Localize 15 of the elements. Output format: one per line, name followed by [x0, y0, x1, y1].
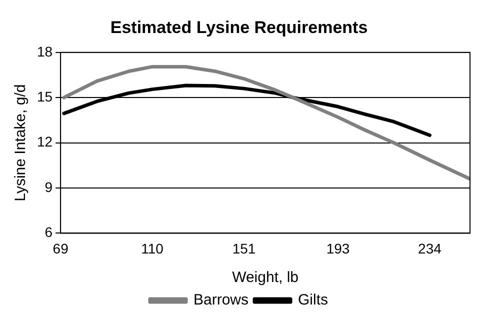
- y-tick-label: 12: [36, 134, 53, 150]
- legend-label: Barrows: [193, 292, 249, 309]
- chart-title: Estimated Lysine Requirements: [110, 18, 368, 37]
- y-tick-label: 9: [44, 178, 53, 195]
- x-axis-title: Weight, lb: [232, 269, 299, 286]
- y-tick-label: 18: [36, 43, 53, 60]
- x-tick-label: 69: [52, 240, 69, 256]
- y-tick-label: 6: [44, 224, 53, 240]
- x-tick-label: 151: [232, 240, 256, 256]
- legend-label: Gilts: [298, 292, 328, 309]
- y-tick-label: 15: [36, 88, 53, 104]
- y-axis-title: Lysine Intake, g/d: [12, 84, 30, 202]
- x-tick-label: 193: [326, 240, 350, 256]
- x-tick-label: 110: [141, 240, 164, 256]
- x-tick-label: 234: [418, 240, 442, 256]
